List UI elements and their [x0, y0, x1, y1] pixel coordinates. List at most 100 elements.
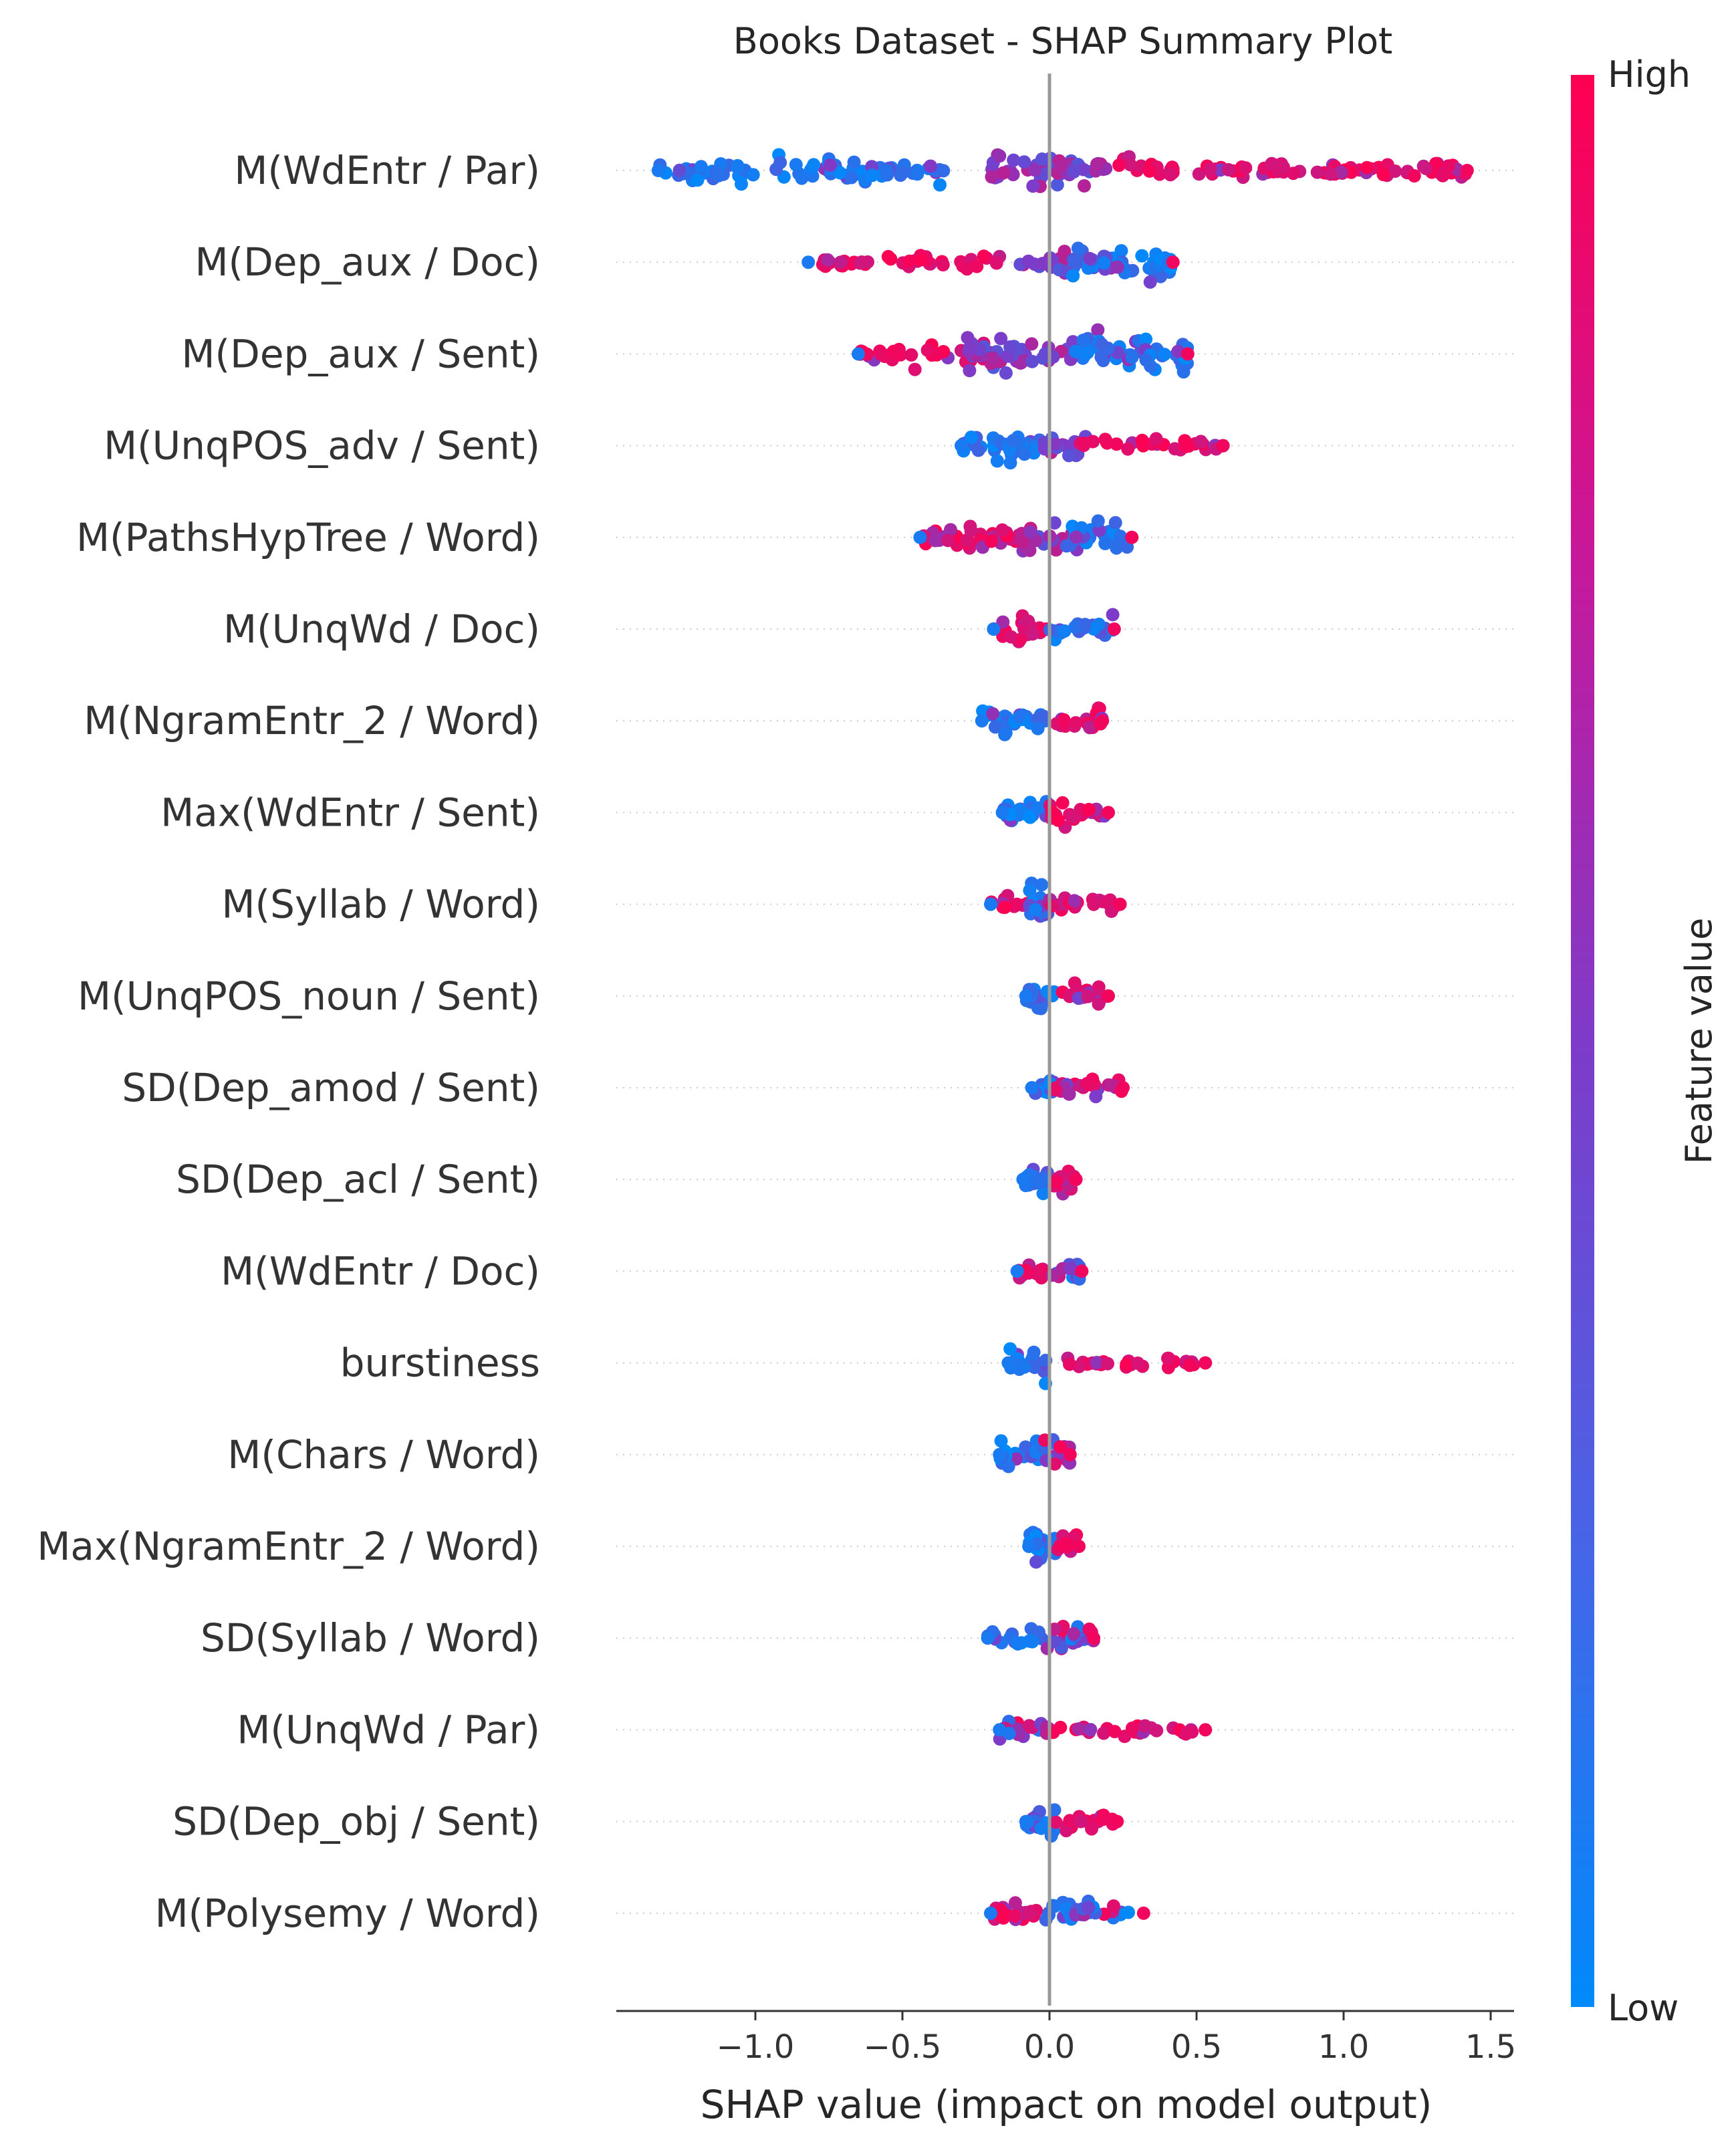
shap-point — [1036, 1187, 1050, 1201]
shap-point — [1037, 1175, 1051, 1189]
shap-point — [994, 332, 1008, 346]
shap-point — [1179, 439, 1193, 453]
shap-point — [1436, 168, 1450, 183]
shap-point — [1106, 608, 1120, 622]
shap-point — [964, 431, 978, 444]
shap-point-extreme — [993, 1447, 1007, 1461]
shap-point — [1091, 323, 1105, 337]
shap-point — [1049, 1175, 1064, 1189]
shap-point — [973, 342, 987, 356]
shap-point — [1194, 435, 1208, 449]
feature-label: M(Dep_aux / Doc) — [195, 239, 540, 285]
x-tick-label: −0.5 — [864, 2028, 942, 2066]
shap-point — [998, 727, 1012, 741]
shap-point-extreme — [1102, 806, 1115, 820]
shap-point — [1419, 161, 1433, 175]
shap-point — [773, 156, 787, 170]
feature-point-row — [981, 1619, 1100, 1655]
shap-point — [1025, 354, 1039, 368]
shap-point — [1076, 334, 1090, 347]
shap-point-extreme — [1166, 255, 1180, 269]
shap-point — [1090, 157, 1104, 171]
feature-point-row — [975, 701, 1110, 741]
shap-point-extreme — [1087, 1631, 1100, 1645]
shap-point — [1035, 152, 1049, 166]
feature-point-row — [995, 795, 1115, 834]
shap-point — [1388, 164, 1402, 178]
shap-point — [986, 707, 1000, 721]
shap-point — [1135, 249, 1149, 263]
shap-point-extreme — [987, 622, 1001, 636]
shap-point — [891, 348, 905, 362]
shap-point — [1011, 1637, 1025, 1651]
feature-point-row — [984, 876, 1127, 923]
shap-point — [1008, 1896, 1022, 1910]
shap-point — [1056, 796, 1070, 810]
shap-point — [998, 901, 1012, 915]
feature-label: M(Polysemy / Word) — [155, 1891, 540, 1936]
shap-point — [920, 343, 935, 357]
shap-point — [985, 170, 999, 184]
shap-point-extreme — [801, 255, 816, 269]
feature-label: M(UnqPOS_adv / Sent) — [104, 423, 540, 469]
x-tick-label: −1.0 — [717, 2028, 795, 2066]
shap-point — [1123, 158, 1137, 172]
feature-label: M(UnqWd / Doc) — [223, 606, 540, 652]
shap-point — [1049, 1083, 1063, 1097]
shap-point — [1031, 721, 1045, 735]
shap-point — [1150, 1724, 1164, 1738]
x-tick-label: 0.0 — [1024, 2028, 1075, 2066]
feature-label: SD(Dep_amod / Sent) — [122, 1065, 540, 1110]
shap-point — [1036, 709, 1050, 723]
shap-point — [1239, 161, 1253, 175]
shap-point-extreme — [913, 530, 927, 544]
shap-point — [844, 170, 858, 185]
feature-point-row — [801, 241, 1180, 289]
shap-point — [1001, 1459, 1015, 1473]
shap-point — [989, 256, 1003, 270]
shap-point-extreme — [1102, 989, 1115, 1003]
shap-point-extreme — [1001, 1356, 1015, 1370]
feature-label: SD(Syllab / Word) — [201, 1615, 540, 1661]
shap-point — [1064, 1262, 1078, 1276]
x-axis-ticks: −1.0 −0.5 0.0 0.5 1.0 1.5 — [717, 2011, 1516, 2066]
shap-point-extreme — [1110, 1814, 1124, 1828]
shap-point — [994, 1434, 1008, 1448]
shap-point — [1058, 624, 1072, 638]
shap-point-extreme — [1216, 439, 1230, 453]
shap-point — [1120, 1357, 1134, 1371]
shap-point — [1017, 447, 1031, 461]
shap-point — [1407, 169, 1421, 183]
shap-point-extreme — [984, 1906, 997, 1920]
shap-point — [1157, 348, 1171, 362]
shap-point — [1108, 515, 1122, 529]
shap-point — [1082, 802, 1096, 816]
feature-point-row — [993, 1433, 1077, 1473]
shap-point — [1053, 159, 1068, 173]
shap-point-extreme — [1019, 1814, 1033, 1828]
shap-point-extreme — [651, 164, 665, 177]
shap-point — [964, 523, 978, 538]
shap-point — [1067, 165, 1081, 179]
feature-point-row — [984, 1894, 1150, 1927]
shap-point — [933, 178, 947, 192]
shap-point — [1121, 442, 1135, 456]
shap-point — [941, 533, 955, 548]
shap-point — [1077, 437, 1091, 450]
shap-point — [1080, 346, 1094, 360]
shap-point — [1062, 1087, 1076, 1101]
feature-label: M(NgramEntr_2 / Word) — [84, 698, 540, 743]
shap-point — [834, 255, 848, 269]
x-tick-label: 1.5 — [1465, 2028, 1516, 2066]
feature-label: M(WdEntr / Par) — [234, 148, 540, 193]
shap-point — [1059, 1536, 1073, 1550]
shap-point — [1110, 541, 1124, 555]
shap-point — [866, 168, 879, 183]
feature-label: SD(Dep_obj / Sent) — [172, 1799, 540, 1845]
shap-point — [1083, 721, 1097, 735]
shap-point-extreme — [1107, 622, 1121, 636]
feature-label: M(Syllab / Word) — [221, 882, 540, 927]
shap-point — [712, 168, 726, 183]
shap-point — [1034, 1001, 1048, 1016]
shap-point — [1143, 275, 1157, 289]
